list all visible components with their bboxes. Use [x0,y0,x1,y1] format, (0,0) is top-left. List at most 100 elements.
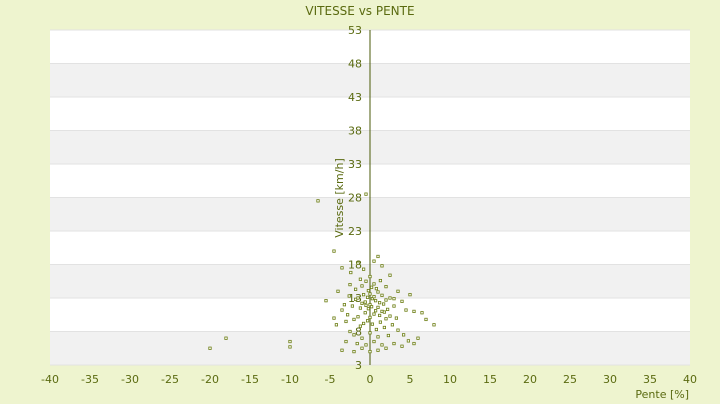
data-point [332,249,336,253]
data-point [394,316,399,320]
data-point [368,303,372,307]
data-point [355,341,359,346]
data-point [372,259,376,263]
x-tick-label: 5 [407,373,414,386]
data-point [377,301,382,305]
data-point [370,322,375,326]
data-point [344,319,348,324]
data-point [348,329,352,334]
data-point [388,296,392,300]
data-point [368,349,372,354]
data-point [347,294,351,298]
data-point [360,346,364,350]
x-tick-label: -15 [241,373,259,386]
data-point [364,343,368,347]
data-point [358,277,363,281]
data-point [361,267,366,271]
data-point [374,287,379,291]
data-point [412,309,416,314]
data-point [384,346,388,350]
data-point [361,293,366,297]
data-point [364,279,368,283]
data-point [372,312,376,316]
x-tick-label: 0 [367,373,374,386]
data-point [352,349,356,354]
data-point [378,278,383,283]
data-point [340,266,344,270]
data-point [360,284,364,288]
data-point [380,343,384,347]
data-point [224,336,228,340]
data-point [400,344,404,348]
data-point [376,254,380,259]
y-tick-label: 53 [348,24,362,37]
x-tick-label: 15 [483,373,497,386]
data-point [396,328,400,332]
data-point [345,313,350,317]
y-tick-label: 28 [348,192,362,205]
data-point [369,285,374,289]
data-point [372,295,376,299]
data-point [408,293,412,297]
x-tick-label: -35 [81,373,99,386]
data-point [340,348,344,352]
y-axis-title: Vitesse [km/h] [333,158,346,238]
data-point [392,341,396,346]
chart-title: VITESSE vs PENTE [305,4,414,18]
data-point [342,303,347,307]
data-point [374,327,379,332]
data-point [401,333,406,337]
y-tick-label: 43 [348,91,362,104]
data-point [382,310,387,314]
points-layer [208,192,436,354]
data-point [365,319,370,323]
data-point [368,292,372,296]
x-axis-title: Pente [%] [635,388,689,400]
data-point [382,325,387,330]
data-point [288,339,292,344]
data-point [360,336,364,340]
data-point [368,315,372,320]
data-point [384,285,388,289]
data-point [363,300,367,304]
data-point [404,308,408,312]
data-point [324,299,328,303]
x-tick-label: -20 [201,373,219,386]
x-tick-label: -25 [161,373,179,386]
data-point [412,341,416,346]
y-tick-label: 23 [348,225,362,238]
data-point [380,264,384,268]
data-point [340,308,344,312]
data-point [344,339,348,344]
data-point [376,305,380,309]
data-point [388,273,392,277]
data-point [365,295,370,299]
data-point [356,315,360,319]
data-point [376,290,380,294]
y-tick-label: 38 [348,125,362,138]
data-point [358,306,363,310]
data-point [364,303,368,307]
data-point [332,316,336,320]
data-point [390,323,395,327]
y-tick-label: 33 [348,158,362,171]
data-point [376,348,380,352]
data-point [356,261,360,265]
x-tick-label: -30 [121,373,139,386]
x-tick-label: 40 [683,373,697,386]
data-point [392,297,396,301]
data-point [356,296,360,300]
data-point [349,270,353,275]
data-point [377,313,382,318]
y-axis-labels: 38131823283338434853 [348,24,362,372]
data-point [352,317,356,322]
data-point [360,301,364,305]
data-point [400,299,404,303]
data-point [353,287,358,291]
data-point [350,304,355,308]
y-tick-label: 18 [348,259,362,272]
data-point [420,311,424,315]
data-point [416,336,420,340]
data-point [368,331,372,335]
